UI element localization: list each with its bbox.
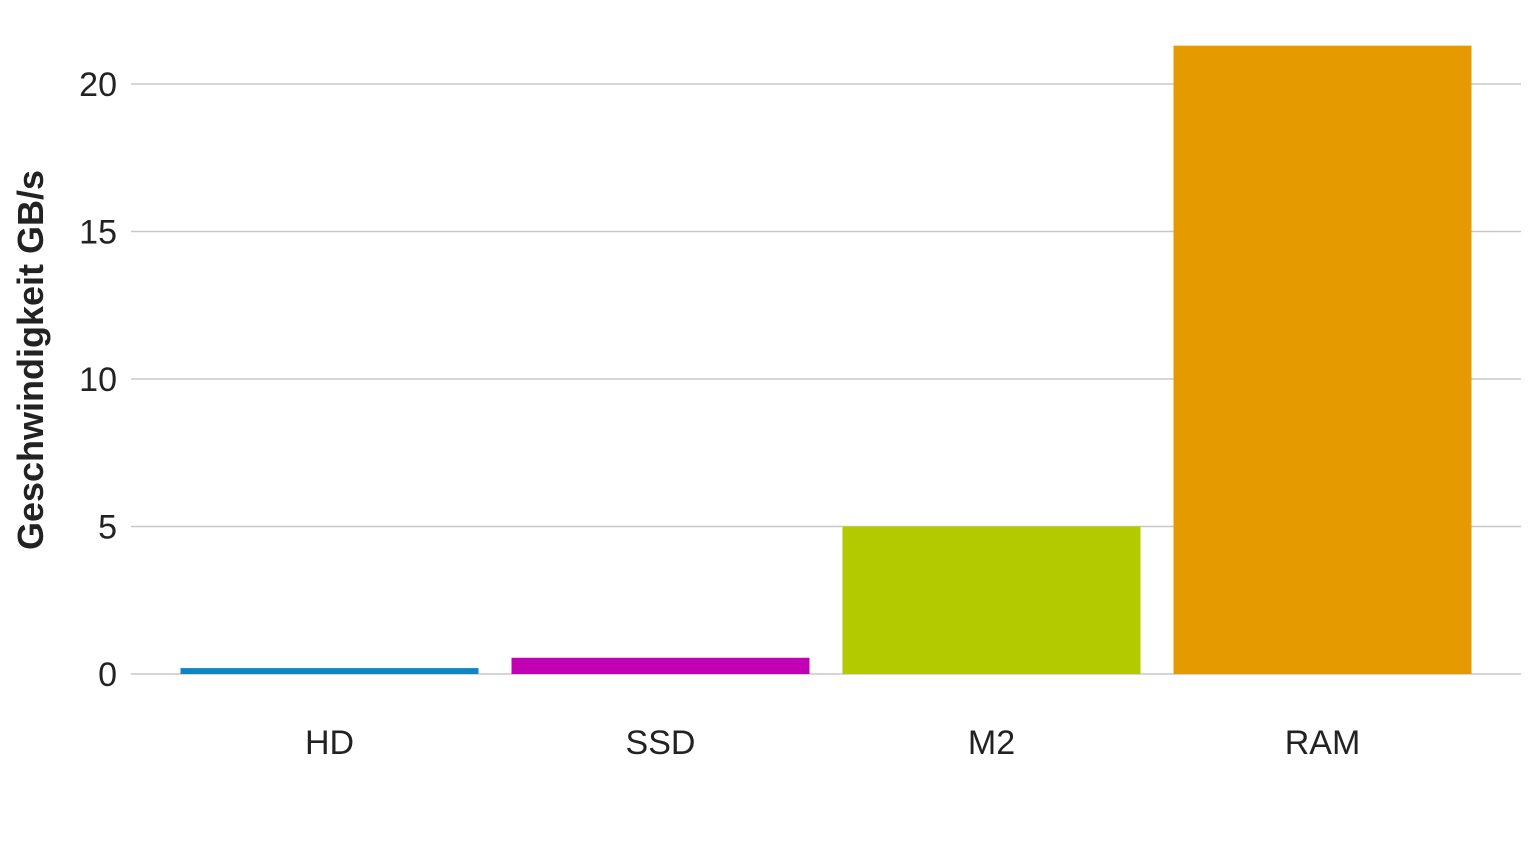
x-tick-labels: HD SSD M2 RAM <box>305 724 1360 762</box>
y-tick-label: 0 <box>98 656 117 694</box>
y-tick-label: 15 <box>79 214 117 252</box>
y-axis-title: Geschwindigkeit GB/s <box>10 170 51 550</box>
bar-hd <box>180 668 479 674</box>
y-tick-label: 5 <box>98 509 117 547</box>
x-tick-label-ssd: SSD <box>626 724 696 762</box>
bars <box>180 45 1472 674</box>
bar-ssd <box>511 657 810 674</box>
x-tick-label-ram: RAM <box>1285 724 1361 762</box>
x-tick-label-hd: HD <box>305 724 354 762</box>
bar-m2 <box>842 526 1141 674</box>
y-tick-label: 10 <box>79 361 117 399</box>
y-tick-label: 20 <box>79 66 117 104</box>
bar-ram <box>1173 45 1472 674</box>
y-tick-labels: 0 5 10 15 20 <box>79 66 117 694</box>
x-tick-label-m2: M2 <box>968 724 1015 762</box>
